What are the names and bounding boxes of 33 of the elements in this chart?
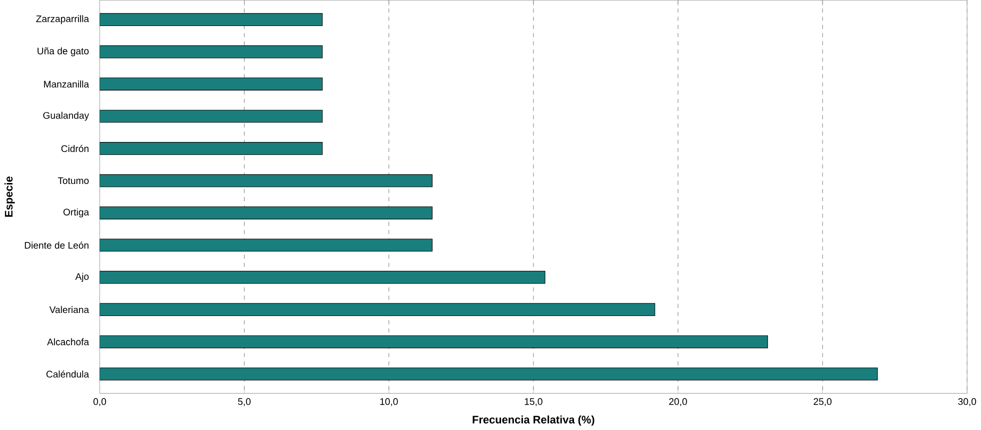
- y-tick-label: Valeriana: [49, 306, 90, 313]
- x-axis-title: Frecuencia Relativa (%): [472, 415, 594, 426]
- x-tick-label: 10,0: [380, 398, 398, 406]
- bar: [100, 45, 323, 58]
- bar: [100, 78, 323, 90]
- bar: [100, 270, 546, 284]
- y-tick-label: Gualanday: [43, 112, 90, 121]
- bar: [100, 142, 323, 155]
- x-tick-label: 30,0: [958, 398, 976, 406]
- bar: [100, 13, 323, 26]
- y-tick-label: Ajo: [75, 272, 89, 282]
- x-tick-label: 15,0: [524, 398, 542, 406]
- x-tick-label: 0,0: [93, 398, 106, 406]
- y-tick-label: Diente de León: [24, 241, 88, 249]
- bar: [100, 335, 768, 348]
- y-axis-title: Especie: [4, 176, 15, 217]
- bar: [100, 367, 878, 380]
- bar: [100, 174, 433, 188]
- bar: [100, 303, 656, 316]
- bar: [100, 110, 323, 123]
- x-tick-label: 25,0: [814, 398, 832, 406]
- x-tick-label: 20,0: [669, 398, 687, 406]
- y-tick-label: Manzanilla: [44, 80, 90, 88]
- y-tick-label: Zarzaparrilla: [36, 15, 90, 24]
- y-tick-label: Ortiga: [63, 208, 90, 218]
- y-tick-label: Uña de gato: [38, 47, 89, 56]
- y-tick-label: Alcachofa: [47, 338, 90, 346]
- x-tick-label: 5,0: [238, 398, 251, 406]
- bar: [100, 238, 433, 252]
- y-tick-label: Cidrón: [61, 144, 88, 152]
- bar: [100, 206, 433, 220]
- y-tick-label: Caléndula: [46, 370, 90, 378]
- y-tick-label: Totumo: [58, 177, 89, 184]
